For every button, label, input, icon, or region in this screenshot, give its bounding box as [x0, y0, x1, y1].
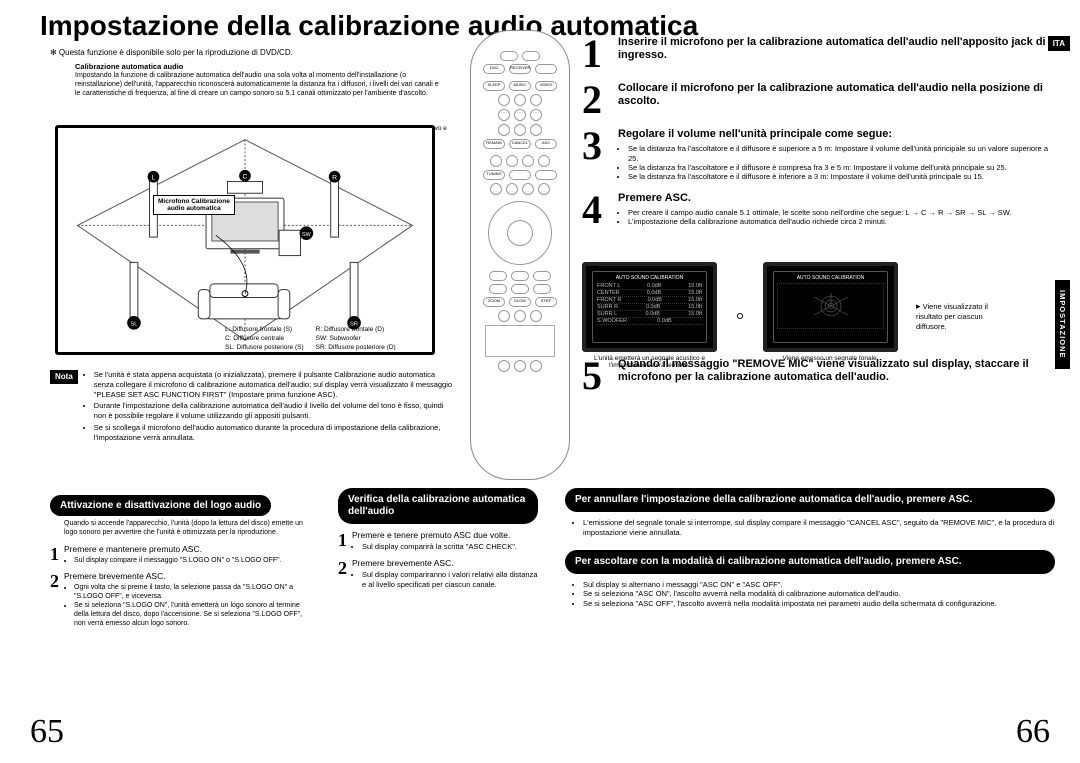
cancel-asc-heading: Per annullare l'impostazione della calib… — [565, 488, 1055, 512]
sound-logo-heading: Attivazione e disattivazione del logo au… — [50, 495, 271, 516]
tv-screen-right: AUTO SOUND CALIBRATION — [763, 262, 898, 352]
bottom-right-section: Per annullare l'impostazione della calib… — [565, 488, 1055, 609]
big-step-4: Premere ASC. — [618, 192, 1012, 205]
page-number-right: 66 — [1016, 713, 1050, 751]
mic-label-l1: Microfono Calibrazione — [158, 198, 230, 205]
svg-text:L: L — [152, 175, 156, 182]
nota-tag: Nota — [50, 370, 78, 384]
screen-left-caption: L'unità emetterà un segnale acustico e l… — [582, 355, 717, 370]
nota-item: Se l'unità è stata appena acquistata (o … — [94, 370, 455, 399]
legend-sr: SR: Diffusore posteriore (D) — [316, 343, 396, 352]
big-step-number: 4 — [582, 192, 610, 228]
step-number: 2 — [50, 571, 64, 629]
legend-sl: SL: Diffusore posteriore (S) — [225, 343, 304, 352]
remote-control-illustration: DVDRECEIVER SLEEPMUSICVIDEO REMAINCANCEL… — [470, 30, 570, 480]
legend-c: C: Diffusore centrale — [225, 334, 304, 343]
logo-step2-note: Ogni volta che si preme il tasto, la sel… — [74, 583, 315, 601]
result-screens: AUTO SOUND CALIBRATION FRONT L0.0dB15.0f… — [582, 262, 1011, 370]
section-sound-logo: Attivazione e disattivazione del logo au… — [50, 495, 315, 628]
step4-bullet: Per creare il campo audio canale 5.1 ott… — [628, 208, 1012, 217]
nota-item: Se si scollega il microfono dell'audio a… — [94, 423, 455, 443]
screen-title: AUTO SOUND CALIBRATION — [777, 275, 884, 281]
screens-side-note: ▸ Viene visualizzato il risultato per ci… — [916, 301, 1011, 331]
listen-asc-bullet: Se si seleziona "ASC OFF", l'ascolto avv… — [583, 599, 1055, 609]
big-step-1: Inserire il microfono per la calibrazion… — [618, 36, 1052, 62]
screen-title: AUTO SOUND CALIBRATION — [596, 275, 703, 281]
speaker-setup-diagram: L R C SW SL SR — [55, 125, 435, 355]
svg-text:SL: SL — [130, 322, 138, 328]
page-number-left: 65 — [30, 713, 64, 751]
mic-label: Microfono Calibrazione audio automatica — [153, 195, 235, 215]
legend-r: R: Diffusore frontale (D) — [316, 325, 396, 334]
verify-step1: Premere e tenere premuto ASC due volte. — [352, 530, 517, 541]
nota-block: Nota Se l'unità è stata appena acquistat… — [50, 370, 455, 444]
tv-screen-left: AUTO SOUND CALIBRATION FRONT L0.0dB15.0f… — [582, 262, 717, 352]
listen-asc-bullet: Se si seleziona "ASC ON", l'ascolto avve… — [583, 589, 1055, 599]
calib-body: Impostando la funzione di calibrazione a… — [75, 72, 439, 97]
step-number: 1 — [50, 544, 64, 565]
cancel-asc-note: L'emissione del segnale tonale si interr… — [583, 518, 1055, 538]
svg-text:R: R — [332, 175, 337, 182]
step3-bullet: Se la distanza fra l'ascoltatore e il di… — [628, 163, 1052, 172]
side-tab: IMPOSTAZIONE — [1055, 280, 1070, 369]
verify-step2-note: Sul display compariranno i valori relati… — [362, 570, 538, 590]
calibration-description: Calibrazione automatica audio Impostando… — [75, 62, 445, 99]
logo-step2: Premere brevemente ASC. — [64, 571, 315, 582]
screen-right-caption: Viene emesso un segnale tonale. — [763, 355, 898, 362]
svg-text:SW: SW — [302, 232, 312, 238]
legend-l: L: Diffusore frontale (S) — [225, 325, 304, 334]
logo-step1-note: Sul display compare il messaggio "S.LOGO… — [74, 556, 282, 565]
sound-logo-intro: Quando si accende l'apparecchio, l'unità… — [64, 520, 311, 538]
big-step-number: 1 — [582, 36, 610, 72]
speaker-legend: L: Diffusore frontale (S) R: Diffusore f… — [225, 325, 396, 352]
logo-step1: Premere e mantenere premuto ASC. — [64, 544, 282, 555]
verify-heading: Verifica della calibrazione automatica d… — [338, 488, 538, 524]
subtitle-note: ✻ Questa funzione è disponibile solo per… — [50, 48, 293, 57]
big-step-3: Regolare il volume nell'unità principale… — [618, 128, 1052, 141]
big-step-number: 3 — [582, 128, 610, 182]
screen-joiner — [735, 313, 745, 319]
big-step-number: 2 — [582, 82, 610, 118]
section-verify: Verifica della calibrazione automatica d… — [338, 488, 538, 589]
verify-step1-note: Sul display comparirà la scritta "ASC CH… — [362, 542, 517, 552]
calib-heading: Calibrazione automatica audio — [75, 62, 445, 71]
svg-text:C: C — [243, 174, 248, 181]
listen-asc-heading: Per ascoltare con la modalità di calibra… — [565, 550, 1055, 574]
logo-step2-note: Se si seleziona "S.LOGO ON", l'unità eme… — [74, 601, 315, 628]
legend-sw: SW: Subwoofer — [316, 334, 396, 343]
step3-bullet: Se la distanza fra l'ascoltatore e il di… — [628, 144, 1052, 163]
mic-label-l2: audio automatica — [167, 205, 220, 212]
step3-bullet: Se la distanza fra l'ascoltatore e il di… — [628, 172, 1052, 181]
step4-bullet: L'impostazione della calibrazione automa… — [628, 217, 1012, 226]
nota-item: Durante l'impostazione della calibrazion… — [94, 401, 455, 421]
big-step-2: Collocare il microfono per la calibrazio… — [618, 82, 1052, 108]
verify-step2: Premere brevemente ASC. — [352, 558, 538, 569]
listen-asc-bullet: Sul display si alternano i messaggi "ASC… — [583, 580, 1055, 590]
